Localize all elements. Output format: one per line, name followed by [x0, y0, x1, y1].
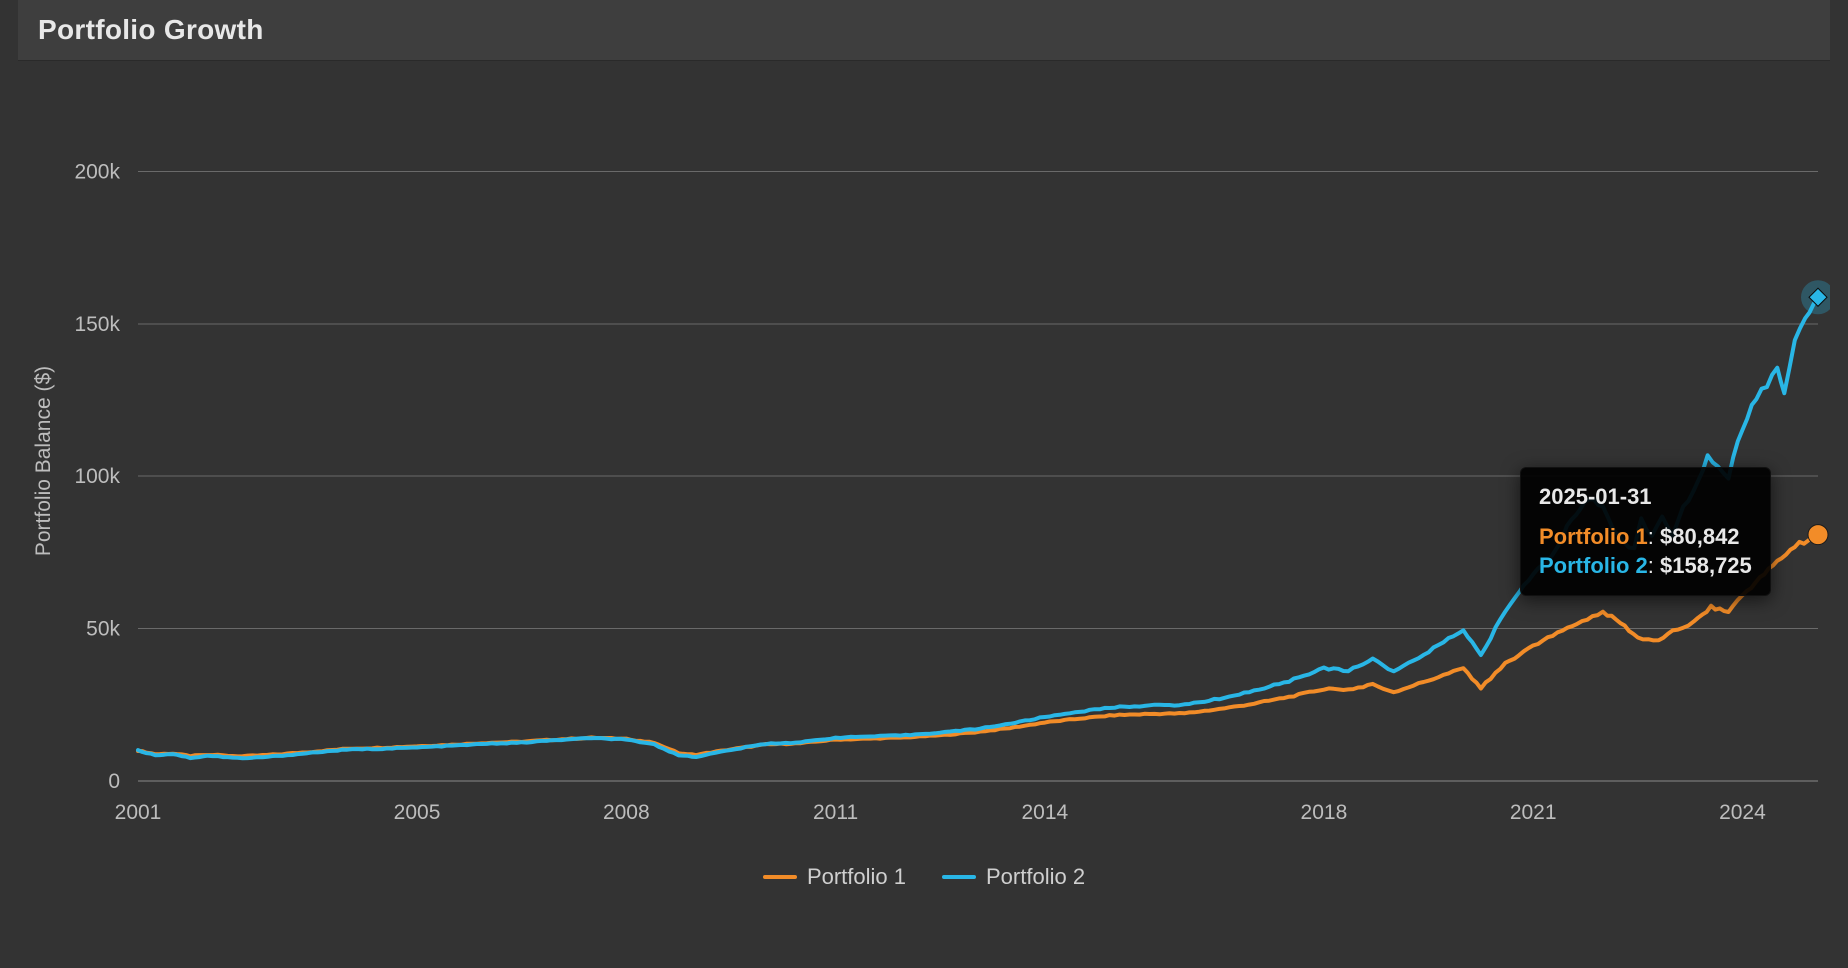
- panel-title: Portfolio Growth: [38, 14, 1810, 46]
- legend-item[interactable]: Portfolio 2: [942, 864, 1085, 890]
- portfolio-growth-chart[interactable]: 0 50k 100k 150k 200k 2001 2005 2008 2011 2014 2018…: [18, 61, 1830, 851]
- x-tick-label: 2008: [603, 801, 650, 824]
- tooltip-series-name: Portfolio 1: [1539, 524, 1648, 549]
- tooltip-series-name: Portfolio 2: [1539, 553, 1648, 578]
- y-tick-label: 100k: [74, 465, 120, 488]
- tooltip-series-value: $80,842: [1660, 524, 1740, 549]
- legend-swatch: [763, 875, 797, 879]
- chart-container[interactable]: 0 50k 100k 150k 200k 2001 2005 2008 2011 2014 2018…: [18, 61, 1830, 851]
- end-marker-1: [1808, 525, 1828, 545]
- portfolio-growth-panel: Portfolio Growth 0 50k 100k 150k 200k 2001 200…: [18, 0, 1830, 890]
- x-tick-label: 2024: [1719, 801, 1766, 824]
- x-tick-label: 2018: [1301, 801, 1348, 824]
- x-tick-label: 2021: [1510, 801, 1557, 824]
- tooltip-series-value: $158,725: [1660, 553, 1752, 578]
- tooltip-row: Portfolio 2: $158,725: [1539, 551, 1752, 581]
- x-tick-label: 2014: [1022, 801, 1069, 824]
- x-tick-label: 2005: [394, 801, 441, 824]
- chart-legend: Portfolio 1 Portfolio 2: [18, 851, 1830, 890]
- x-tick-label: 2001: [115, 801, 162, 824]
- chart-tooltip: 2025-01-31 Portfolio 1: $80,842Portfolio…: [1520, 467, 1771, 596]
- tooltip-row: Portfolio 1: $80,842: [1539, 522, 1752, 552]
- y-tick-label: 50k: [86, 618, 120, 641]
- panel-header: Portfolio Growth: [18, 0, 1830, 61]
- legend-item[interactable]: Portfolio 1: [763, 864, 906, 890]
- y-tick-label: 0: [108, 770, 120, 793]
- legend-label: Portfolio 2: [986, 864, 1085, 890]
- tooltip-date: 2025-01-31: [1539, 482, 1752, 512]
- legend-label: Portfolio 1: [807, 864, 906, 890]
- y-tick-label: 200k: [74, 160, 120, 183]
- legend-swatch: [942, 875, 976, 879]
- y-axis-title: Portfolio Balance ($): [32, 366, 55, 556]
- x-tick-label: 2011: [813, 801, 858, 824]
- y-tick-label: 150k: [74, 313, 120, 336]
